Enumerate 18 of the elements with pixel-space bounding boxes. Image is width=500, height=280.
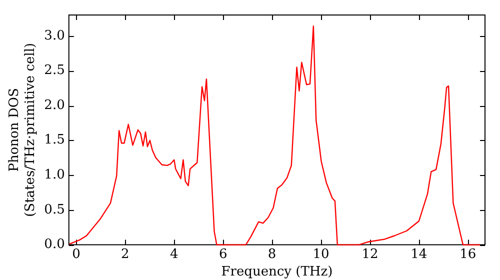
y-tick-label: 3.0 (44, 28, 65, 44)
x-tick-label: 8 (268, 246, 276, 262)
y-tick-label: 0.0 (44, 237, 65, 252)
x-tick-label: 4 (170, 246, 178, 262)
x-tick-label: 0 (72, 246, 80, 262)
x-axis-title: Frequency (THz) (221, 264, 333, 280)
x-tick-label: 12 (362, 246, 378, 262)
y-axis-title: Phonon DOS (States/THz·primitive cell) (7, 42, 38, 217)
y-tick-label: 0.5 (44, 202, 65, 218)
y-tick-label: 1.0 (44, 168, 65, 183)
x-tick-label: 6 (218, 246, 228, 262)
x-tick-label: 14 (410, 246, 428, 262)
x-tick-label: 16 (460, 246, 476, 262)
x-tick-label: 10 (312, 246, 330, 262)
y-tick-label: 2.5 (44, 63, 65, 78)
y-tick-label: 1.5 (44, 132, 65, 148)
y-tick-label: 2.0 (44, 98, 65, 113)
x-tick-label: 2 (121, 246, 130, 262)
